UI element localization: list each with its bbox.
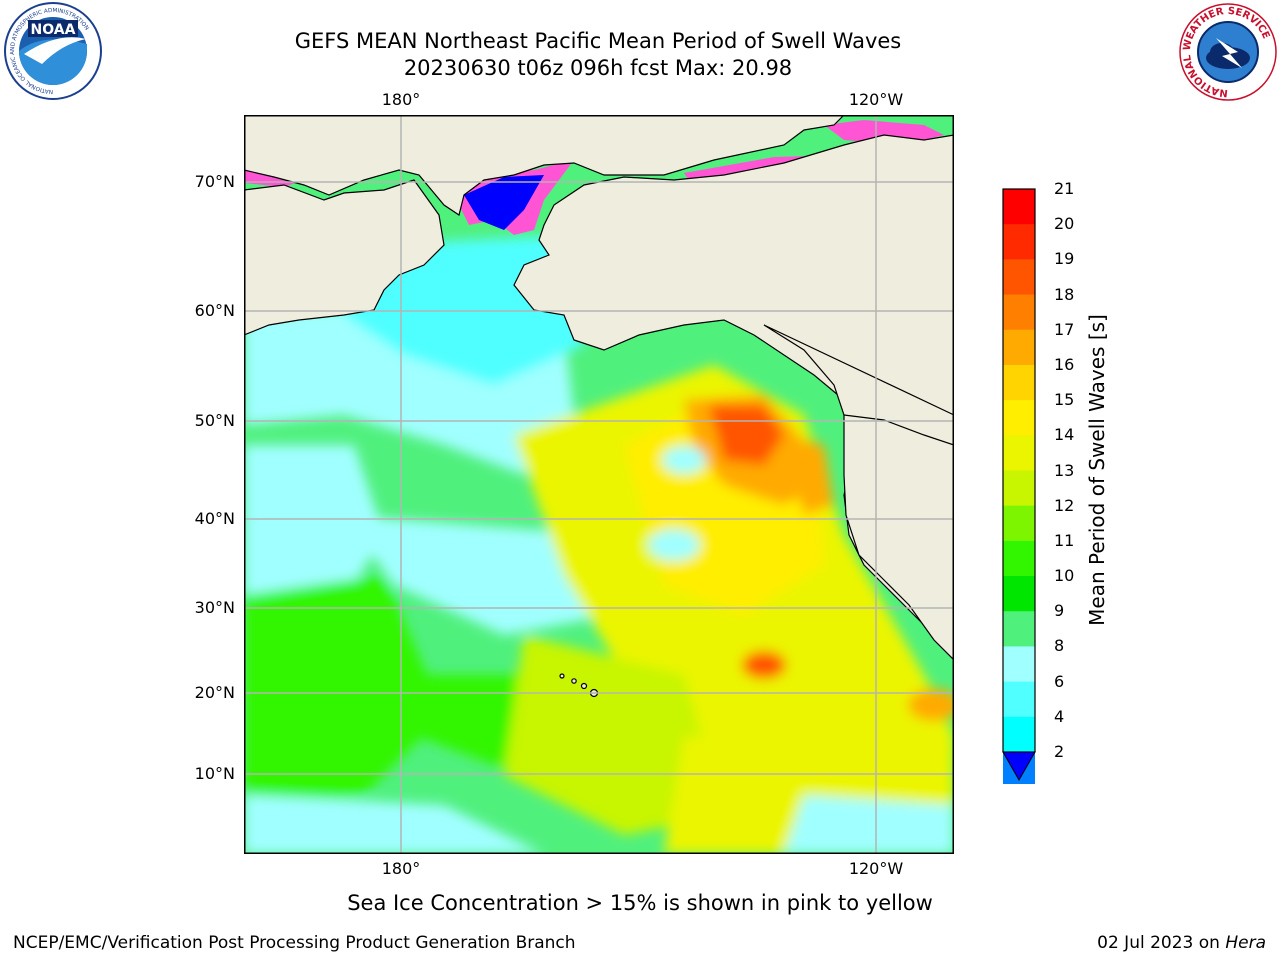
lon-label-bottom-120w: 120°W bbox=[848, 859, 904, 878]
colorbar-tick-label: 8 bbox=[1054, 636, 1065, 656]
colorbar-tick-label: 19 bbox=[1054, 249, 1075, 269]
colorbar-tick-label: 10 bbox=[1054, 566, 1075, 586]
lat-label-20n: 20°N bbox=[194, 683, 235, 702]
colorbar-label: Mean Period of Swell Waves [s] bbox=[1085, 314, 1109, 626]
colorbar-tick-label: 4 bbox=[1054, 706, 1065, 726]
graticule bbox=[244, 115, 954, 854]
colorbar-tick-label: 20 bbox=[1054, 214, 1075, 234]
colorbar-bin bbox=[1003, 224, 1035, 260]
colorbar-bin bbox=[1003, 540, 1035, 577]
lat-label-50n: 50°N bbox=[194, 411, 235, 430]
colorbar-bin bbox=[1003, 470, 1035, 507]
colorbar-bin bbox=[1003, 576, 1035, 612]
lat-label-70n: 70°N bbox=[194, 172, 235, 191]
footer-credit: NCEP/EMC/Verification Post Processing Pr… bbox=[13, 933, 576, 953]
swell-period-map bbox=[244, 115, 954, 854]
colorbar-bin bbox=[1003, 681, 1035, 718]
nws-logo: NATIONAL WEATHER SERVICE bbox=[1179, 3, 1277, 101]
colorbar-bin bbox=[1003, 646, 1035, 683]
colorbar-tick-label: 9 bbox=[1054, 601, 1065, 621]
land bbox=[244, 115, 954, 698]
noaa-logo: NATIONAL OCEANIC AND ATMOSPHERIC ADMINIS… bbox=[4, 2, 102, 100]
colorbar-tick-label: 21 bbox=[1054, 179, 1075, 198]
colorbar-bin bbox=[1003, 329, 1035, 366]
lat-label-60n: 60°N bbox=[194, 301, 235, 320]
footer-date: 02 Jul 2023 on Hera bbox=[1097, 933, 1266, 953]
colorbar-tick-label: 2 bbox=[1054, 742, 1065, 761]
colorbar-tick-label: 13 bbox=[1054, 460, 1075, 480]
colorbar-tick-label: 12 bbox=[1054, 495, 1075, 515]
colorbar-tick-label: 18 bbox=[1054, 284, 1075, 304]
colorbar-bin bbox=[1003, 259, 1035, 296]
lat-label-10n: 10°N bbox=[194, 764, 235, 783]
map-subtitle: 20230630 t06z 096h fcst Max: 20.98 bbox=[403, 56, 793, 80]
colorbar-tick-label: 17 bbox=[1054, 319, 1075, 339]
colorbar-bin bbox=[1003, 611, 1035, 647]
colorbar-tick-label: 15 bbox=[1054, 390, 1075, 410]
lon-label-top-180: 180° bbox=[381, 90, 421, 109]
colorbar-bin bbox=[1003, 716, 1035, 753]
footer-host: Hera bbox=[1225, 933, 1266, 953]
map-title: GEFS MEAN Northeast Pacific Mean Period … bbox=[294, 29, 902, 53]
colorbar-bin bbox=[1003, 400, 1035, 436]
lon-label-top-120w: 120°W bbox=[848, 90, 904, 109]
sea-ice-note: Sea Ice Concentration > 15% is shown in … bbox=[347, 891, 933, 915]
lon-label-bottom-180: 180° bbox=[381, 859, 421, 878]
lat-label-40n: 40°N bbox=[194, 509, 235, 528]
colorbar-bin bbox=[1003, 435, 1035, 471]
svg-text:NOAA: NOAA bbox=[31, 22, 76, 38]
colorbar-tick-label: 11 bbox=[1054, 530, 1075, 550]
colorbar-bin bbox=[1003, 364, 1035, 401]
colorbar-tick-label: 16 bbox=[1054, 354, 1075, 374]
colorbar-bin bbox=[1003, 189, 1035, 225]
colorbar-bin bbox=[1003, 505, 1035, 542]
colorbar bbox=[1002, 188, 1036, 784]
lat-label-30n: 30°N bbox=[194, 598, 235, 617]
colorbar-tick-label: 6 bbox=[1054, 671, 1065, 691]
colorbar-bin bbox=[1003, 294, 1035, 331]
colorbar-tick-label: 14 bbox=[1054, 425, 1075, 445]
